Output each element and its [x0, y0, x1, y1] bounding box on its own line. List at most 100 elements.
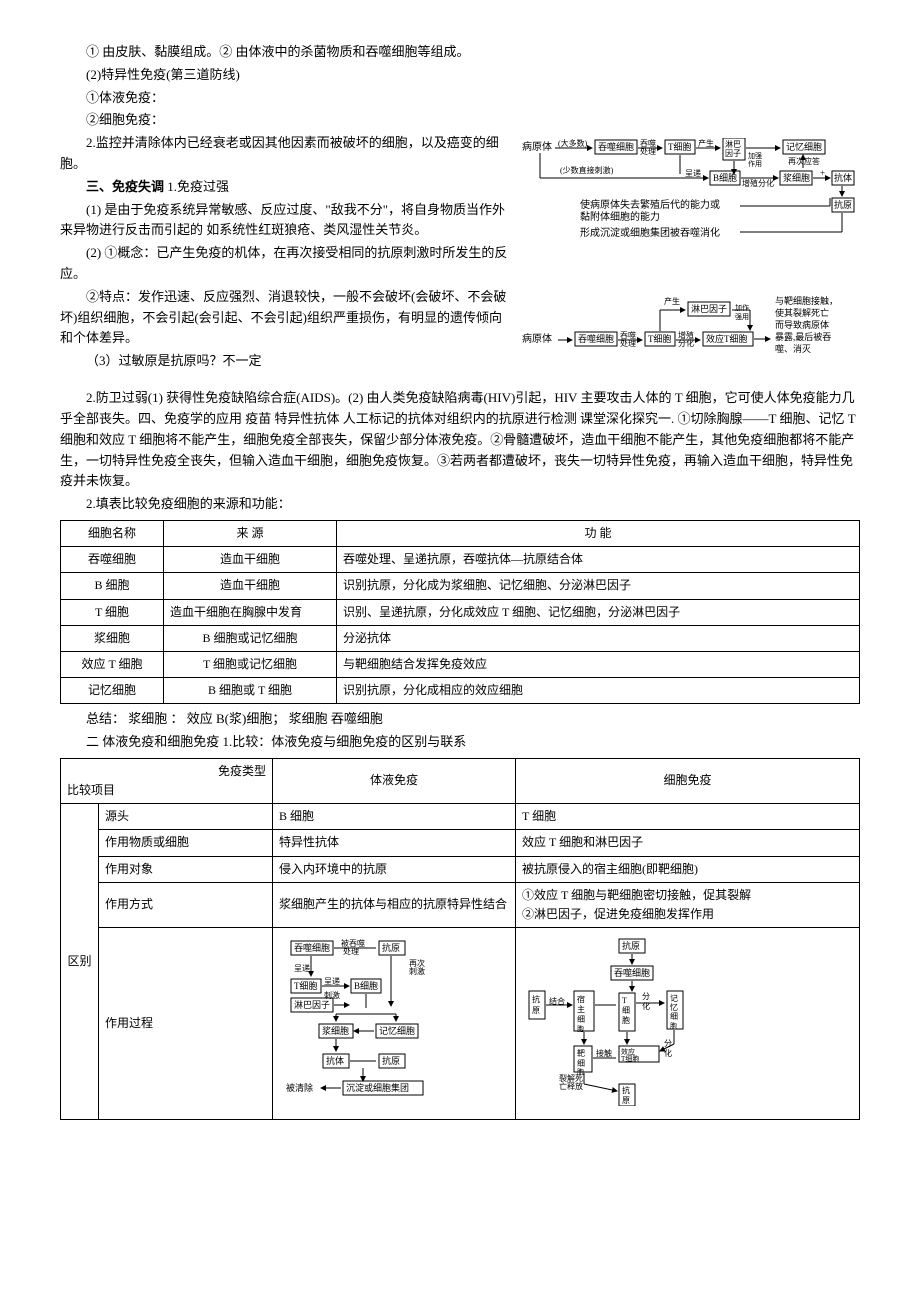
- cell: T 细胞或记忆细胞: [164, 651, 337, 677]
- svg-text:抗: 抗: [622, 1085, 630, 1095]
- svg-text:细: 细: [577, 1014, 585, 1024]
- cell: 识别抗原，分化成为浆细胞、记忆细胞、分泌淋巴因子: [337, 573, 860, 599]
- th-function: 功 能: [337, 520, 860, 546]
- table-row: 作用物质或细胞 特异性抗体 效应 T 细胞和淋巴因子: [61, 830, 860, 856]
- cell: 侵入内环境中的抗原: [273, 856, 516, 882]
- svg-text:T: T: [622, 996, 627, 1005]
- svg-text:B细胞: B细胞: [354, 980, 378, 991]
- table-row: 效应 T 细胞 T 细胞或记忆细胞 与靶细胞结合发挥免疫效应: [61, 651, 860, 677]
- cell: 记忆细胞: [61, 678, 164, 704]
- cell: 作用对象: [99, 856, 273, 882]
- line-10: 2.防卫过弱(1) 获得性免疫缺陷综合症(AIDS)。(2) 由人类免疫缺陷病毒…: [60, 388, 860, 492]
- svg-text:噬、消灭: 噬、消灭: [775, 343, 811, 354]
- line-11: 2.填表比较免疫细胞的来源和功能：: [60, 494, 860, 515]
- th-origin: 来 源: [164, 520, 337, 546]
- th-cellular: 细胞免疫: [516, 758, 860, 803]
- svg-text:刺激: 刺激: [409, 966, 425, 976]
- cell: T 细胞: [61, 599, 164, 625]
- cell: B 细胞: [61, 573, 164, 599]
- th-bot: 比较项目: [67, 781, 266, 800]
- summary-line: 总结： 浆细胞 ： 效应 B(浆)细胞； 浆细胞 吞噬细胞: [60, 709, 860, 730]
- svg-text:抗原: 抗原: [382, 1055, 400, 1066]
- svg-text:与靶细胞接触，: 与靶细胞接触，: [775, 295, 838, 306]
- svg-text:(大多数): (大多数): [558, 138, 588, 148]
- svg-text:接触: 接触: [596, 1048, 612, 1058]
- heading-1-bold: 三、免疫失调: [86, 179, 164, 194]
- svg-text:(少数直接刺激): (少数直接刺激): [560, 165, 614, 175]
- svg-text:淋巴: 淋巴: [725, 139, 741, 149]
- th-corner: 免疫类型 比较项目: [61, 758, 273, 803]
- svg-text:胞: 胞: [622, 1015, 630, 1025]
- svg-text:强用: 强用: [735, 313, 749, 321]
- heading-2: 二 体液免疫和细胞免疫 1.比较：体液免疫与细胞免疫的区别与联系: [60, 732, 860, 753]
- table-cell-origin: 细胞名称 来 源 功 能 吞噬细胞 造血干细胞 吞噬处理、呈递抗原，吞噬抗体—抗…: [60, 520, 860, 704]
- th-name: 细胞名称: [61, 520, 164, 546]
- cell: B 细胞或 T 细胞: [164, 678, 337, 704]
- svg-text:宿: 宿: [577, 994, 585, 1004]
- flowchart-humoral: 吞噬细胞 被吞噬 处理 抗原 呈递 再次 刺激 T细胞 呈递 刺激 淋巴因子: [273, 928, 516, 1120]
- svg-text:抗原: 抗原: [622, 940, 640, 951]
- svg-text:产生: 产生: [698, 138, 714, 148]
- svg-text:胞: 胞: [577, 1024, 584, 1033]
- table-comparison: 免疫类型 比较项目 体液免疫 细胞免疫 区别 源头 B 细胞 T 细胞 作用物质…: [60, 758, 860, 1120]
- svg-text:淋巴因子: 淋巴因子: [294, 999, 330, 1010]
- svg-text:抗: 抗: [532, 994, 540, 1004]
- svg-text:胞: 胞: [670, 1021, 677, 1030]
- svg-text:吞噬细胞: 吞噬细胞: [614, 967, 650, 978]
- cell: B 细胞或记忆细胞: [164, 625, 337, 651]
- svg-text:记忆细胞: 记忆细胞: [379, 1025, 415, 1036]
- svg-text:病原体: 病原体: [522, 140, 552, 153]
- svg-text:作用: 作用: [748, 159, 762, 168]
- svg-text:淋巴因子: 淋巴因子: [691, 303, 727, 314]
- cell: 被抗原侵入的宿主细胞(即靶细胞): [516, 856, 860, 882]
- svg-text:加强: 加强: [748, 151, 762, 160]
- cell: 作用方式: [99, 882, 273, 927]
- heading-1-cont: 1.免疫过强: [164, 179, 229, 194]
- line-3: ①体液免疫：: [60, 88, 860, 109]
- cell: 浆细胞: [61, 625, 164, 651]
- table-row: T 细胞 造血干细胞在胸腺中发育 识别、呈递抗原，分化成效应 T 细胞、记忆细胞…: [61, 599, 860, 625]
- svg-text:抗体: 抗体: [326, 1055, 344, 1066]
- svg-text:原: 原: [532, 1006, 540, 1015]
- cell: B 细胞: [273, 804, 516, 830]
- svg-text:使其裂解死亡: 使其裂解死亡: [775, 307, 829, 318]
- line-1: ① 由皮肤、黏膜组成。② 由体液中的杀菌物质和吞噬细胞等组成。: [60, 42, 860, 63]
- svg-text:T细胞: T细胞: [294, 980, 318, 991]
- line-4: ②细胞免疫：: [60, 110, 860, 131]
- table-row: 吞噬细胞 造血干细胞 吞噬处理、呈递抗原，吞噬抗体—抗原结合体: [61, 547, 860, 573]
- svg-text:而导致病原体: 而导致病原体: [775, 319, 829, 330]
- svg-text:浆细胞: 浆细胞: [783, 172, 810, 183]
- svg-text:原: 原: [622, 1096, 630, 1105]
- svg-text:细: 细: [670, 1011, 678, 1021]
- svg-text:被清除: 被清除: [286, 1082, 313, 1093]
- svg-text:T细胞: T细胞: [668, 141, 692, 152]
- diagram-humoral-immunity: 病原体 (大多数) 吞噬细胞 吞噬 处理 T细胞 产生 淋巴 因子 记忆细胞 再…: [520, 138, 860, 386]
- svg-text:呈递: 呈递: [324, 976, 340, 986]
- svg-text:T细胞: T细胞: [621, 1054, 639, 1063]
- cell: 造血干细胞: [164, 547, 337, 573]
- svg-text:呈递: 呈递: [294, 963, 310, 973]
- cell: 源头: [99, 804, 273, 830]
- svg-text:主: 主: [577, 1004, 585, 1014]
- cell: ①效应 T 细胞与靶细胞密切接触，促其裂解 ②淋巴因子，促进免疫细胞发挥作用: [516, 882, 860, 927]
- svg-text:暴露,最后被吞: 暴露,最后被吞: [775, 331, 831, 342]
- table-row: 区别 源头 B 细胞 T 细胞: [61, 804, 860, 830]
- svg-text:抗体: 抗体: [834, 172, 852, 183]
- cell: 识别抗原，分化成相应的效应细胞: [337, 678, 860, 704]
- th-top: 免疫类型: [67, 762, 266, 781]
- svg-text:+: +: [820, 168, 825, 178]
- table-row: B 细胞 造血干细胞 识别抗原，分化成为浆细胞、记忆细胞、分泌淋巴因子: [61, 573, 860, 599]
- cell-category: 区别: [61, 804, 99, 1120]
- svg-text:化: 化: [664, 1048, 672, 1058]
- svg-text:吞噬细胞: 吞噬细胞: [294, 942, 330, 953]
- cell: T 细胞: [516, 804, 860, 830]
- svg-text:细: 细: [622, 1005, 630, 1015]
- svg-text:浆细胞: 浆细胞: [322, 1025, 349, 1036]
- line-2: (2)特异性免疫(第三道防线): [60, 65, 860, 86]
- cell: 识别、呈递抗原，分化成效应 T 细胞、记忆细胞，分泌淋巴因子: [337, 599, 860, 625]
- table-row: 细胞名称 来 源 功 能: [61, 520, 860, 546]
- table-row: 浆细胞 B 细胞或记忆细胞 分泌抗体: [61, 625, 860, 651]
- svg-text:靶: 靶: [577, 1048, 585, 1058]
- svg-text:抗原: 抗原: [834, 199, 852, 210]
- svg-text:吞噬细胞: 吞噬细胞: [578, 333, 614, 344]
